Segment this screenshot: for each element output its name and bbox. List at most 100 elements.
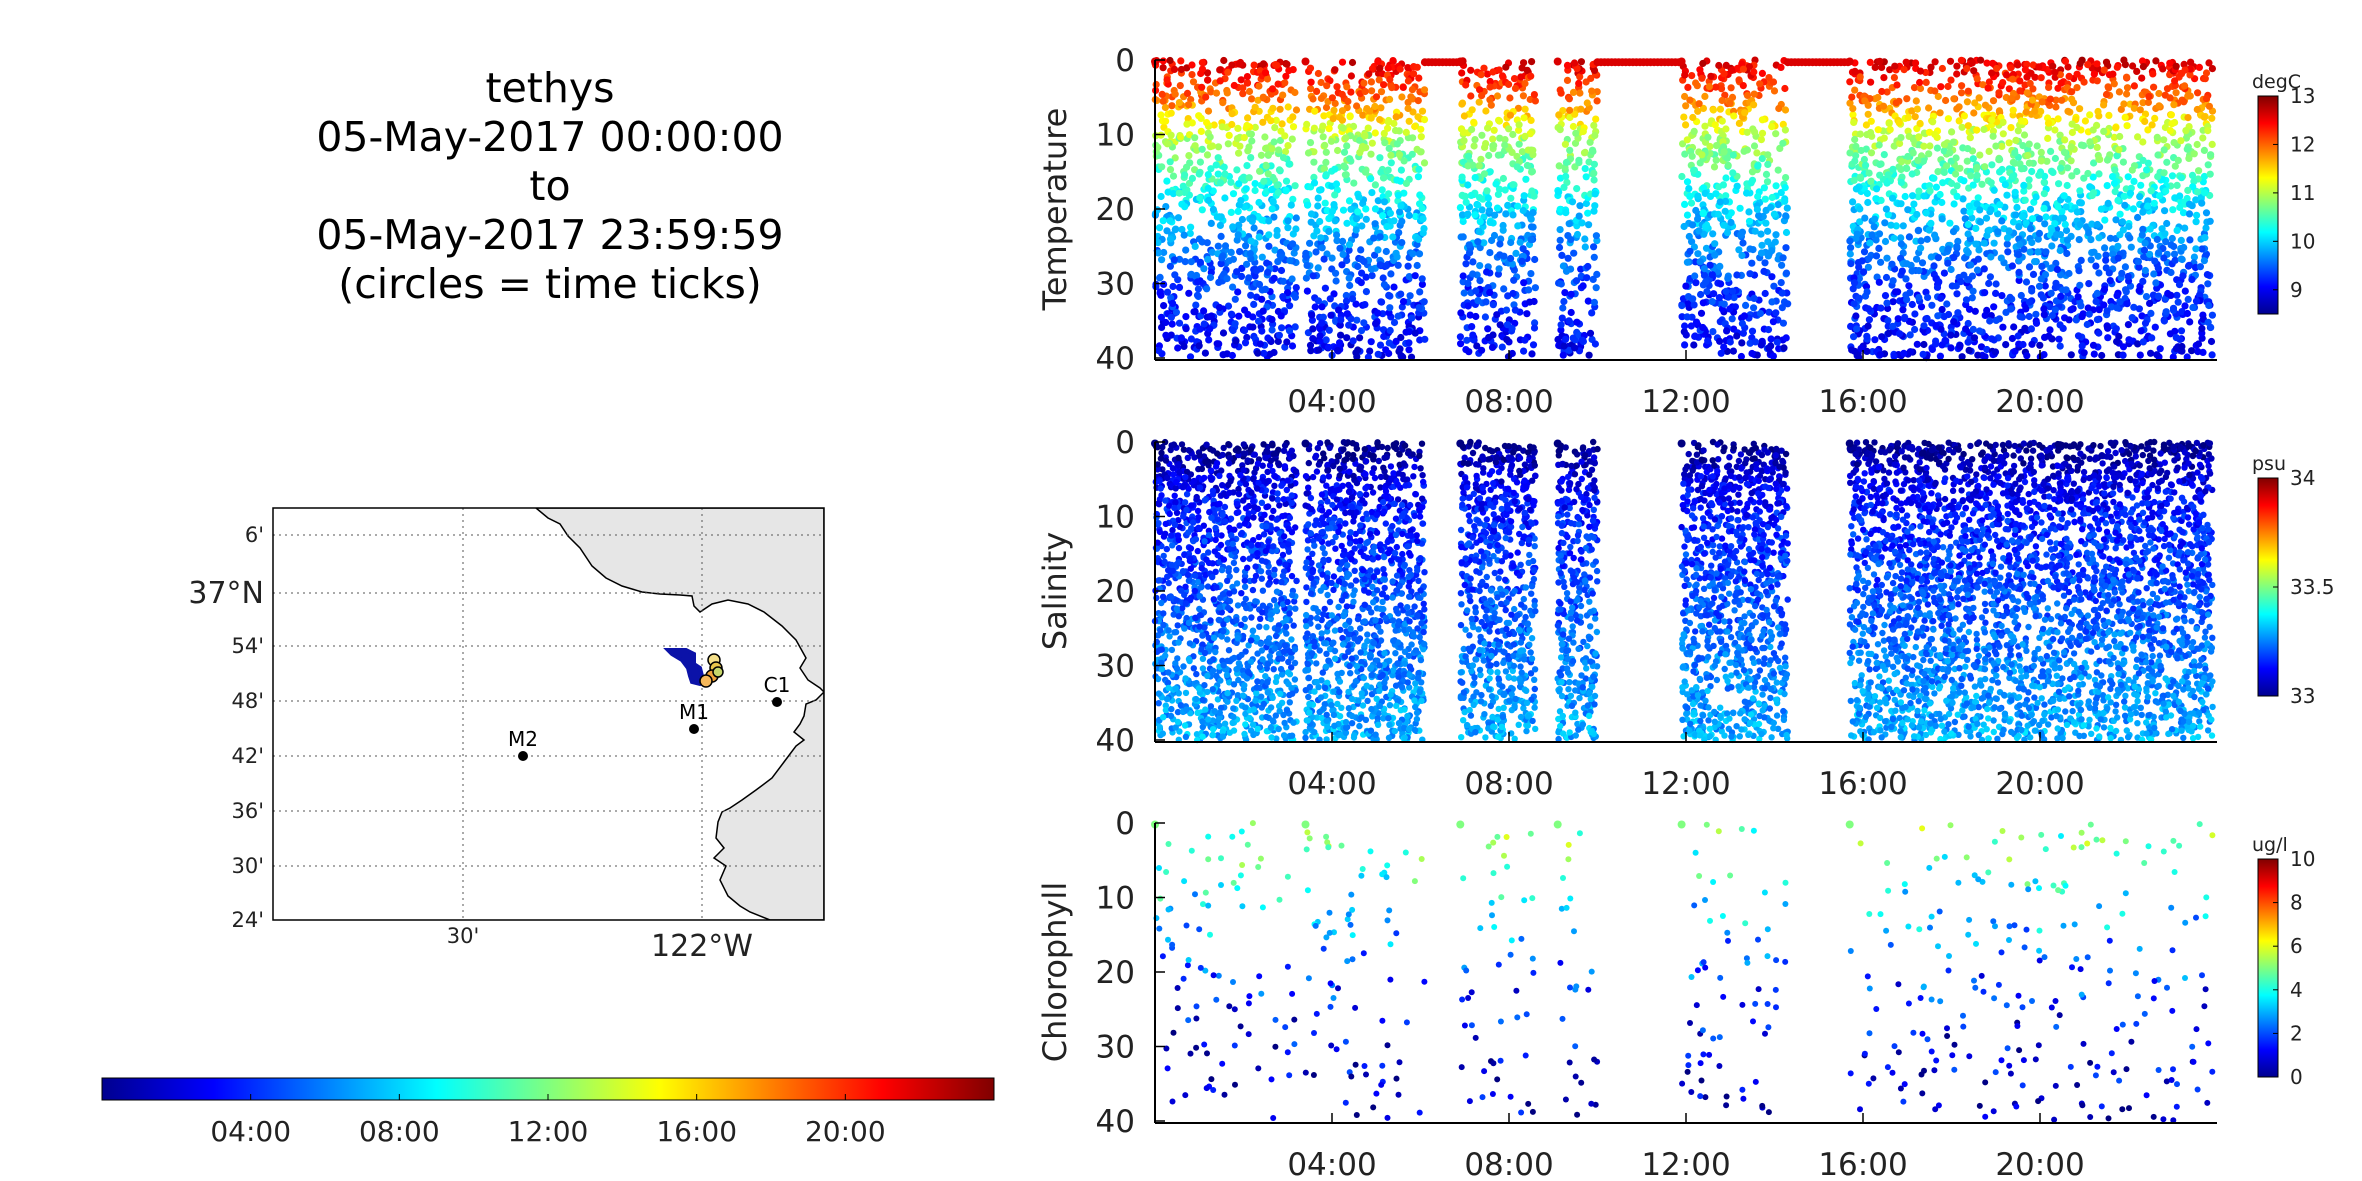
temperature-section-point [1200, 320, 1208, 328]
temperature-section-point [2085, 280, 2093, 288]
temperature-section-point [1781, 197, 1789, 205]
temperature-section-point [1387, 159, 1395, 167]
temperature-section-point [2084, 61, 2092, 69]
temperature-section-point [1203, 119, 1211, 127]
temperature-section-point [1210, 121, 1218, 129]
temperature-section-point [1248, 137, 1256, 145]
temperature-section-point [1925, 150, 1933, 158]
temperature-section-point [1948, 128, 1956, 136]
temperature-section-point [1268, 145, 1276, 153]
temperature-section-point [1278, 324, 1286, 332]
temperature-section-point [1931, 231, 1939, 239]
temperature-section-point [1277, 253, 1285, 261]
temperature-section-point [1418, 280, 1426, 288]
temperature-section-point [2093, 77, 2101, 85]
temperature-section-point [1339, 250, 1347, 258]
temperature-section-point [1168, 102, 1176, 110]
temperature-section-point [1303, 287, 1311, 295]
temperature-section-point [1302, 253, 1310, 261]
map-lat-label: 24' [232, 908, 265, 932]
temperature-section-point [2181, 302, 2189, 310]
temperature-section-point [1214, 143, 1223, 151]
temperature-section-point [2121, 201, 2129, 209]
temperature-section-point [1926, 187, 1934, 195]
temperature-section-point [1216, 77, 1224, 85]
temperature-section-point [2181, 82, 2189, 90]
salinity-section-point [1258, 499, 1266, 506]
temperature-section-point [1777, 63, 1785, 71]
temperature-section-point [1382, 262, 1390, 270]
temperature-section-point [1864, 305, 1873, 313]
temperature-section-point [1581, 243, 1589, 251]
temperature-section-point [1275, 331, 1283, 339]
temperature-section-point [1531, 255, 1539, 264]
temperature-section-point [2205, 59, 2213, 67]
start-time: 05-May-2017 00:00:00 [316, 113, 784, 161]
temperature-section-point [1206, 133, 1214, 141]
temperature-section-point [1994, 228, 2002, 236]
temperature-section-point [2116, 132, 2124, 141]
temperature-section-point [1245, 274, 1253, 282]
temperature-section-point [1276, 105, 1284, 113]
temperature-section-point [1339, 206, 1348, 214]
temperature-section-point [1288, 342, 1297, 350]
temperature-section-point [2058, 96, 2066, 104]
temperature-section-point [1965, 202, 1973, 210]
temperature-section-point [1382, 346, 1390, 354]
temperature-section-point [2085, 229, 2093, 237]
temperature-section-point [1565, 95, 1573, 103]
temperature-section-point [1279, 91, 1287, 99]
temperature-section-point [1720, 221, 1728, 229]
temperature-section-point [1758, 129, 1767, 137]
temperature-section-point [2134, 133, 2142, 141]
temperature-section-point [1172, 308, 1180, 316]
temperature-section-point [2155, 192, 2164, 200]
temperature-section-point [1774, 201, 1782, 209]
temperature-section-point [1325, 343, 1333, 351]
temperature-section-point [2104, 334, 2112, 342]
temperature-section-point [1339, 237, 1347, 245]
temperature-section-point [1159, 217, 1167, 225]
temperature-section-point [1345, 321, 1353, 329]
temperature-section-point [1699, 323, 1707, 332]
temperature-section-point [1782, 269, 1791, 277]
temperature-section-point [1371, 129, 1379, 137]
temperature-section-point [1205, 336, 1213, 344]
temperature-section-point [1460, 128, 1468, 136]
temperature-section-point [2049, 168, 2057, 177]
temperature-section-point [1872, 195, 1880, 203]
temperature-section-point [1782, 212, 1790, 220]
temperature-section-point [1245, 143, 1253, 151]
temperature-section-point [1981, 163, 1989, 171]
temperature-section-point [1486, 249, 1494, 257]
temperature-section-point [1231, 295, 1239, 303]
temperature-section-point [1880, 134, 1888, 142]
temperature-section-point [1251, 180, 1259, 188]
temperature-section-point [1474, 238, 1482, 246]
temperature-section-point [1688, 152, 1696, 160]
temperature-section-point [1474, 201, 1482, 209]
salinity-section-point [1267, 704, 1275, 711]
temperature-section-point [1387, 270, 1395, 278]
temperature-section-point [1728, 66, 1736, 74]
temperature-section-point [1519, 92, 1527, 100]
temperature-section-point [1781, 84, 1789, 93]
temperature-section-point [2076, 105, 2084, 113]
temperature-section-point [1985, 279, 1993, 288]
temperature-section-point [1212, 89, 1221, 97]
temperature-section-point [1198, 83, 1206, 91]
temperature-section-point [2029, 270, 2038, 278]
temperature-section-point [2171, 77, 2179, 85]
temperature-section-point [1705, 83, 1713, 91]
time-colorbar-tick-label: 12:00 [508, 1115, 589, 1148]
temperature-section-point [1561, 289, 1569, 297]
temperature-section-point [1362, 288, 1370, 296]
temperature-section-point [2016, 87, 2024, 95]
temperature-section-point [2048, 242, 2056, 250]
temperature-section-point [1850, 300, 1858, 308]
temperature-section-point [1586, 138, 1594, 146]
temperature-section-point [1860, 268, 1868, 276]
temperature-section-point [2042, 248, 2050, 256]
temperature-section-point [1711, 251, 1719, 259]
